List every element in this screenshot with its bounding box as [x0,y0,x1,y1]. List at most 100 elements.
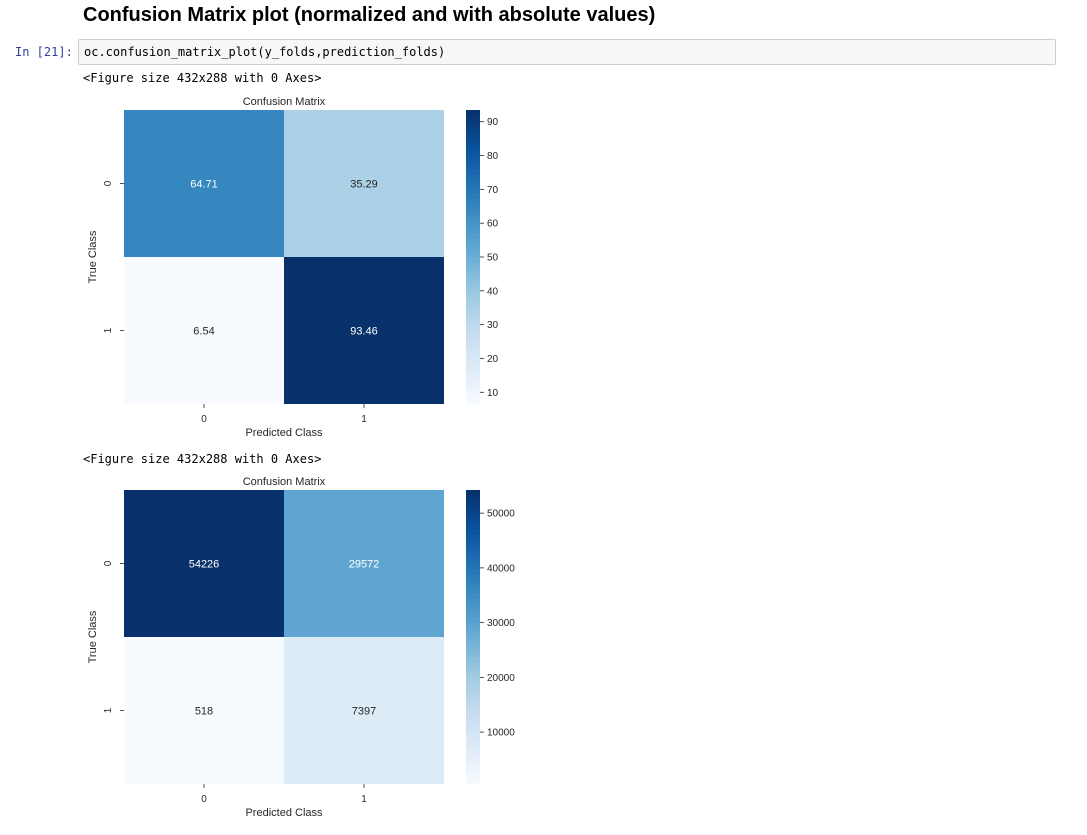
colorbar-segment [466,710,480,716]
colorbar-segment [466,641,480,648]
colorbar-segment [466,163,480,170]
colorbar-segment [466,183,480,189]
colorbar-segment [466,266,480,273]
figure-size-output-2: <Figure size 432x288 with 0 Axes> [83,452,322,466]
colorbar-segment [466,739,480,746]
colorbar-segment [466,548,480,555]
section-heading: Confusion Matrix plot (normalized and wi… [83,4,656,26]
colorbar-segment [466,686,480,692]
colorbar-segment [466,730,480,736]
cell-label-0-0: 54226 [189,559,220,571]
x-axis-label: Predicted Class [245,807,323,819]
heatmap-cell-1-0 [124,257,284,404]
colorbar-segment [466,203,480,209]
cell-prompt: In [21]: [15,45,73,59]
heatmap-cell-0-0 [124,110,284,257]
colorbar-segment [466,335,480,341]
colorbar-segment [466,543,480,550]
colorbar-segment [466,154,480,160]
colorbar-segment [466,379,480,385]
colorbar-segment [466,114,480,121]
x-tick-label: 1 [361,414,367,425]
cell-label-1-0: 518 [195,706,213,718]
colorbar-segment [466,208,480,214]
colorbar-segment [466,671,480,677]
colorbar-tick-label: 30 [487,320,499,331]
cell-label-0-0: 64.71 [190,179,218,191]
chart-title: Confusion Matrix [243,96,326,108]
figure-size-output-1: <Figure size 432x288 with 0 Axes> [83,71,322,85]
colorbar-segment [466,247,480,253]
cell-label-1-0: 6.54 [193,326,214,338]
heatmap-cell-1-1 [284,257,444,404]
colorbar-segment [466,193,480,199]
colorbar-segment [466,232,480,238]
colorbar-segment [466,124,480,131]
colorbar-segment [466,310,480,317]
colorbar-segment [466,774,480,780]
colorbar-segment [466,286,480,292]
colorbar-segment [466,149,480,155]
colorbar-segment [466,568,480,574]
colorbar-segment [466,656,480,663]
colorbar-tick-label: 60 [487,219,499,230]
colorbar-segment [466,519,480,525]
colorbar-segment [466,627,480,633]
cell-label-1-1: 7397 [352,706,376,718]
colorbar-segment [466,345,480,351]
colorbar-segment [466,676,480,682]
colorbar-segment [466,252,480,258]
colorbar-segment [466,217,480,224]
colorbar-segment [466,695,480,702]
colorbar-segment [466,607,480,614]
colorbar-segment [466,666,480,672]
colorbar-segment [466,602,480,609]
colorbar-segment [466,355,480,361]
colorbar-segment [466,524,480,530]
colorbar-segment [466,715,480,721]
colorbar-segment [466,222,480,229]
colorbar-tick-label: 10 [487,388,499,399]
colorbar-segment [466,661,480,667]
colorbar-segment [466,369,480,376]
colorbar-segment [466,553,480,560]
colorbar-tick-label: 40 [487,286,499,297]
colorbar-segment [466,588,480,594]
colorbar-segment [466,139,480,145]
heatmap-cell-0-0 [124,490,284,637]
colorbar-segment [466,374,480,381]
colorbar-segment [466,514,480,520]
colorbar-segment [466,257,480,263]
colorbar-tick-label: 20000 [487,673,515,684]
colorbar-segment [466,539,480,545]
colorbar-tick-label: 40000 [487,563,515,574]
code-cell-input[interactable]: oc.confusion_matrix_plot(y_folds,predict… [78,39,1056,65]
colorbar-segment [466,622,480,628]
colorbar-segment [466,134,480,140]
colorbar-segment [466,198,480,204]
y-tick-label: 0 [103,180,114,186]
colorbar-segment [466,296,480,302]
colorbar-tick-label: 50000 [487,509,515,520]
heatmap-cell-0-1 [284,110,444,257]
colorbar-segment [466,168,480,175]
colorbar-segment [466,735,480,741]
colorbar-segment [466,306,480,312]
colorbar-segment [466,350,480,356]
colorbar-tick-label: 30000 [487,618,515,629]
colorbar-segment [466,227,480,234]
colorbar-segment [466,558,480,565]
colorbar-segment [466,237,480,243]
colorbar-segment [466,129,480,136]
colorbar-segment [466,573,480,579]
y-tick-label: 0 [103,560,114,566]
colorbar-segment [466,705,480,712]
x-tick-label: 0 [201,794,207,805]
colorbar-segment [466,359,480,366]
colorbar-segment [466,509,480,516]
colorbar-segment [466,340,480,346]
colorbar-segment [466,173,480,180]
colorbar-segment [466,720,480,726]
colorbar-segment [466,276,480,283]
y-axis-label: True Class [87,230,99,283]
